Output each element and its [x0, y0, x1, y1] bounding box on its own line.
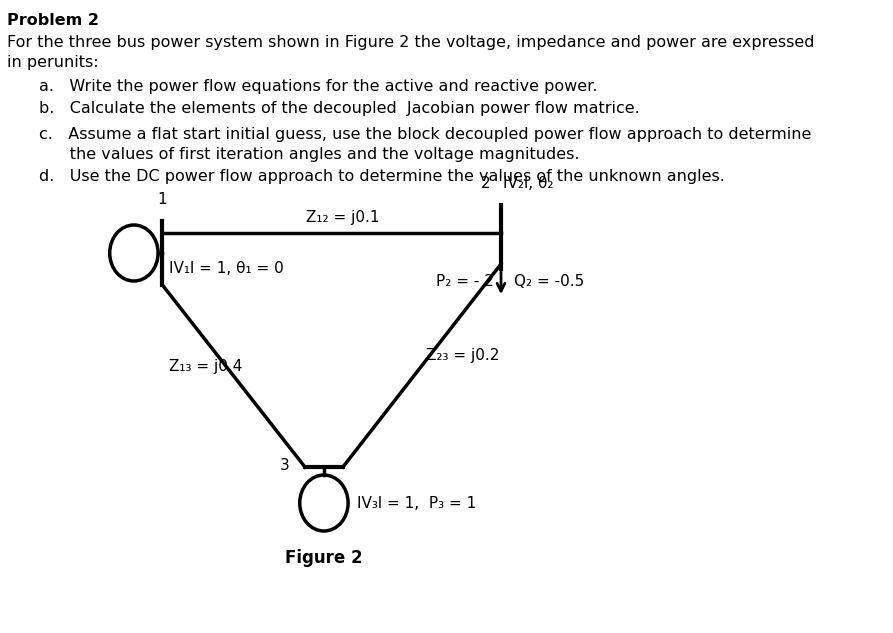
Text: b.   Calculate the elements of the decoupled  Jacobian power flow matrice.: b. Calculate the elements of the decoupl… — [39, 101, 639, 116]
Text: Problem 2: Problem 2 — [7, 13, 99, 28]
Text: IV₂l, θ₂: IV₂l, θ₂ — [503, 176, 554, 191]
Text: IV₁l = 1, θ₁ = 0: IV₁l = 1, θ₁ = 0 — [170, 261, 284, 276]
Text: Z₁₃ = j0.4: Z₁₃ = j0.4 — [169, 358, 242, 373]
Text: Z₁₂ = j0.1: Z₁₂ = j0.1 — [305, 210, 380, 225]
Text: P₂ = - 2: P₂ = - 2 — [436, 274, 494, 289]
Text: 3: 3 — [280, 458, 289, 472]
Text: 2: 2 — [480, 176, 490, 191]
Text: Z₂₃ = j0.2: Z₂₃ = j0.2 — [426, 348, 500, 363]
Text: the values of first iteration angles and the voltage magnitudes.: the values of first iteration angles and… — [39, 147, 580, 162]
Text: Figure 2: Figure 2 — [285, 549, 363, 567]
Text: c.   Assume a flat start initial guess, use the block decoupled power flow appro: c. Assume a flat start initial guess, us… — [39, 127, 811, 142]
Text: in perunits:: in perunits: — [7, 55, 98, 70]
Text: d.   Use the DC power flow approach to determine the values of the unknown angle: d. Use the DC power flow approach to det… — [39, 169, 725, 184]
Text: Q₂ = -0.5: Q₂ = -0.5 — [514, 274, 584, 289]
Text: IV₃l = 1,  P₃ = 1: IV₃l = 1, P₃ = 1 — [356, 496, 476, 510]
Text: 1: 1 — [157, 192, 167, 207]
Text: a.   Write the power flow equations for the active and reactive power.: a. Write the power flow equations for th… — [39, 79, 597, 94]
Text: For the three bus power system shown in Figure 2 the voltage, impedance and powe: For the three bus power system shown in … — [7, 35, 814, 50]
